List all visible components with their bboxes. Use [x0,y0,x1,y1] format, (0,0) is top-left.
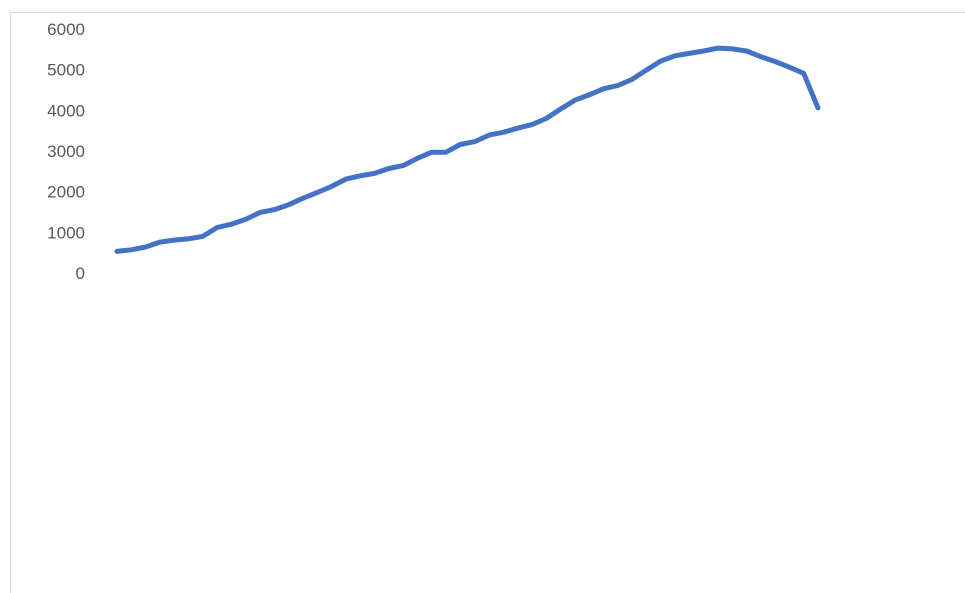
y-tick-label: 3000 [47,142,85,161]
y-tick-label: 1000 [47,223,85,242]
y-tick-label: 2000 [47,183,85,202]
series-layer [114,45,821,254]
chart-area [10,12,965,593]
y-axis-tick-labels: 0 1000 2000 3000 4000 5000 6000 [47,20,85,283]
y-tick-label: 0 [76,264,85,283]
y-tick-label: 5000 [47,61,85,80]
y-tick-label: 4000 [47,101,85,120]
y-tick-label: 6000 [47,20,85,39]
series-line-1 [114,45,821,254]
